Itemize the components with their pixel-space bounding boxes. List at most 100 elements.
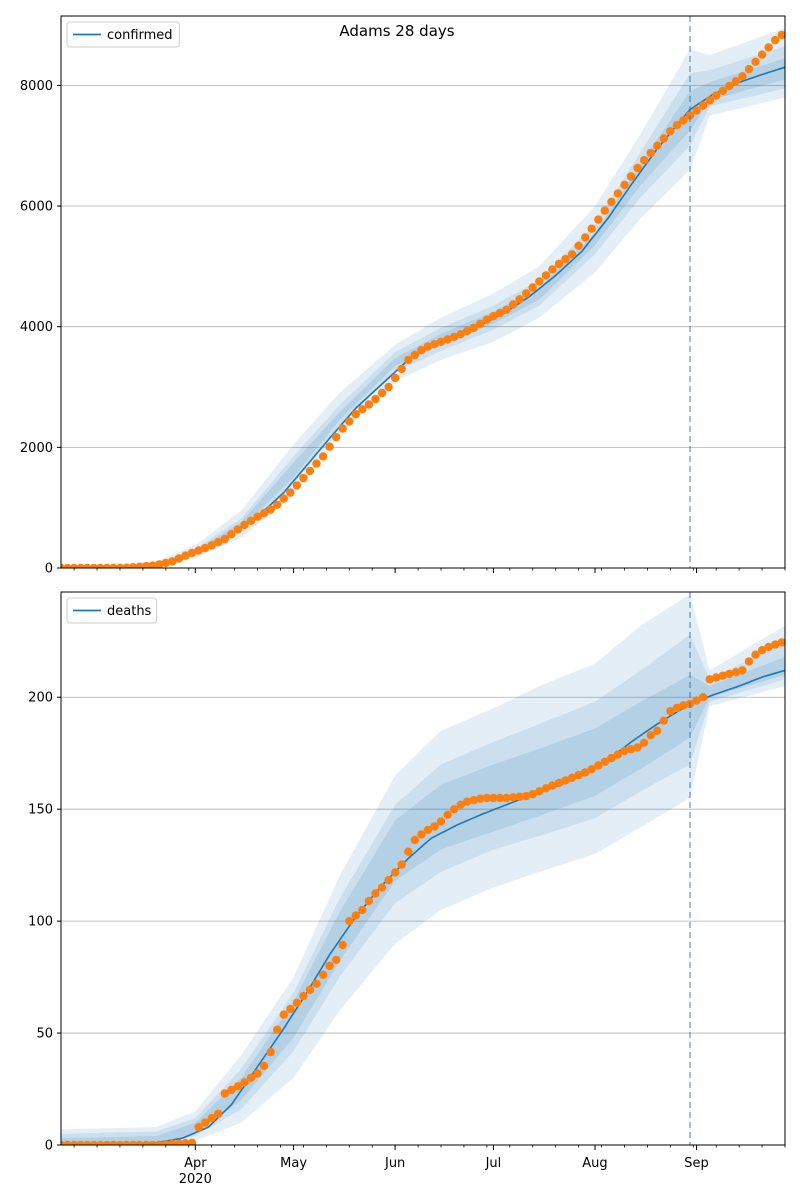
axes-frame: [60, 591, 786, 1146]
plot-area: [61, 594, 785, 1145]
observed-point: [607, 197, 616, 206]
observed-point: [358, 405, 367, 414]
observed-point: [351, 911, 360, 920]
observed-point: [345, 916, 354, 926]
observed-point: [771, 640, 780, 649]
observed-point: [574, 770, 583, 780]
observed-point: [515, 792, 524, 801]
legend-frame: [66, 597, 158, 624]
observed-point: [181, 1139, 190, 1145]
observed-point: [548, 265, 557, 274]
x-tick-sublabel: 2020: [179, 1172, 212, 1187]
observed-point: [312, 979, 321, 988]
x-tick-label: May: [280, 1156, 307, 1171]
observed-point: [423, 342, 433, 351]
observed-point: [574, 241, 583, 250]
observed-point: [312, 459, 321, 468]
legend-frame: [66, 21, 180, 48]
observed-point: [273, 1025, 282, 1034]
observed-point: [449, 805, 459, 814]
observed-point: [725, 669, 734, 679]
x-tick-label: Apr: [184, 1156, 207, 1171]
observed-point: [148, 561, 157, 568]
observed-point: [109, 563, 118, 568]
observed-point: [639, 738, 649, 747]
observed-point: [659, 134, 668, 143]
observed-point: [443, 810, 452, 819]
observed-point: [594, 215, 603, 224]
y-tick-label: 0: [45, 562, 53, 577]
observed-point: [76, 563, 85, 568]
observed-point: [653, 726, 662, 735]
observed-point: [253, 512, 262, 521]
observed-point: [115, 1140, 125, 1145]
observed-point: [456, 330, 465, 339]
uncertainty-band-outer: [61, 594, 785, 1145]
x-tick-label: Jun: [384, 1156, 405, 1171]
observed-point: [69, 1140, 79, 1145]
observed-point: [712, 91, 721, 100]
observed-point: [135, 562, 144, 568]
y-tick-label: 8000: [20, 79, 53, 94]
observed-point: [220, 534, 229, 544]
observed-point: [764, 642, 773, 652]
observed-point: [83, 1140, 92, 1145]
observed-point: [436, 337, 446, 346]
observed-point: [502, 793, 511, 803]
observed-point: [318, 452, 328, 461]
observed-point: [718, 671, 727, 680]
observed-point: [286, 1004, 295, 1014]
x-tick-label: Aug: [582, 1156, 607, 1171]
observed-point: [410, 350, 419, 360]
observed-point: [482, 793, 492, 803]
observed-point: [469, 323, 478, 333]
observed-point: [122, 563, 131, 568]
observed-point: [397, 364, 406, 374]
plot-area: [61, 28, 785, 568]
observed-point: [522, 791, 531, 801]
observed-point: [712, 673, 721, 682]
observed-point: [299, 991, 308, 1001]
observed-point: [607, 753, 616, 763]
observed-point: [207, 541, 216, 550]
observed-point: [495, 793, 505, 803]
observed-point: [646, 148, 655, 158]
observed-point: [469, 796, 478, 805]
observed-point: [266, 505, 275, 514]
observed-point: [587, 224, 596, 233]
observed-point: [731, 77, 741, 86]
observed-point: [279, 494, 288, 503]
observed-point: [502, 305, 511, 314]
observed-point: [666, 707, 675, 716]
observed-point: [332, 955, 341, 965]
legend-label: deaths: [107, 604, 152, 619]
y-tick-label: 50: [36, 1027, 53, 1042]
figure-title: Adams 28 days: [339, 22, 454, 40]
observed-point: [417, 830, 426, 839]
observed-point: [63, 1140, 72, 1145]
observed-point: [626, 172, 636, 181]
legend: deaths: [66, 597, 158, 624]
observed-point: [698, 101, 708, 110]
observed-point: [600, 206, 609, 215]
uncertainty-band-inner: [61, 58, 785, 568]
observed-point: [639, 156, 649, 165]
observed-point: [725, 81, 734, 91]
observed-point: [168, 557, 177, 566]
observed-point: [731, 668, 741, 677]
observed-point: [371, 394, 380, 404]
observed-point: [246, 516, 256, 525]
observed-point: [581, 233, 590, 242]
observed-point: [744, 64, 754, 74]
observed-point: [377, 388, 387, 398]
observed-point: [305, 466, 315, 476]
observed-point: [659, 716, 668, 725]
observed-point: [279, 1010, 288, 1019]
observed-point: [89, 1140, 98, 1145]
observed-point: [751, 650, 760, 659]
observed-point: [128, 563, 138, 568]
observed-point: [174, 554, 184, 563]
y-tick-label: 150: [28, 803, 53, 818]
observed-point: [220, 1089, 229, 1098]
